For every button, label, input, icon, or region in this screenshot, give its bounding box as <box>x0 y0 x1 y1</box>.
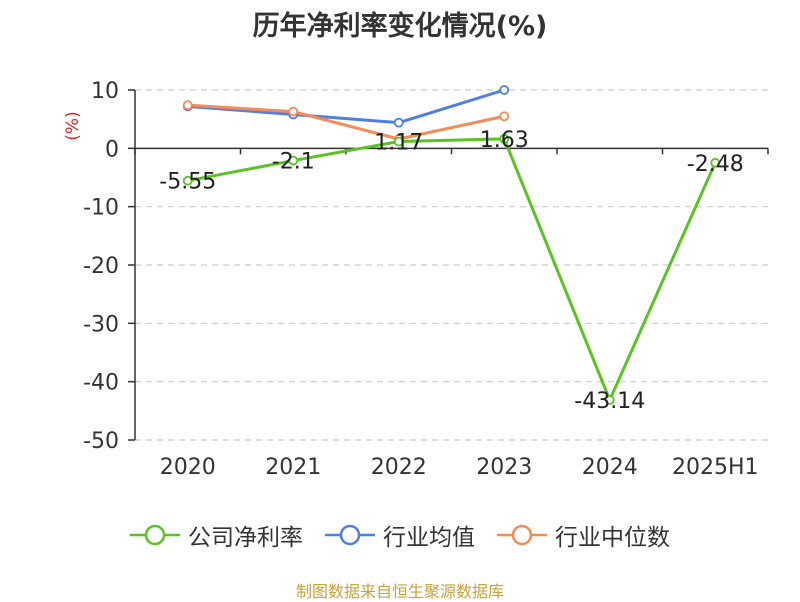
legend-label: 行业均值 <box>383 525 475 551</box>
x-tick-label: 2023 <box>476 455 532 480</box>
y-tick-label: -30 <box>83 312 119 337</box>
y-tick-label: -10 <box>83 196 119 221</box>
y-tick-label: -20 <box>83 254 119 279</box>
data-point <box>499 111 510 122</box>
data-point <box>499 133 510 144</box>
y-tick-label: 0 <box>105 137 119 162</box>
y-tick-label: -50 <box>83 429 119 454</box>
data-label: -2.1 <box>272 150 315 175</box>
series-line <box>187 137 717 402</box>
x-tick-label: 2020 <box>160 455 216 480</box>
y-tick-label: 10 <box>91 79 119 104</box>
data-point <box>182 175 193 186</box>
legend-marker-icon <box>497 524 547 546</box>
x-tick-label: 2022 <box>371 455 427 480</box>
data-point <box>393 136 404 147</box>
x-tick-label: 2025H1 <box>672 455 759 480</box>
data-label: 1.17 <box>374 131 423 156</box>
data-point <box>393 117 404 128</box>
data-point <box>288 155 299 166</box>
data-point <box>604 395 615 405</box>
legend-label: 行业中位数 <box>555 525 670 551</box>
legend-label: 公司净利率 <box>188 525 303 551</box>
data-point <box>182 100 193 111</box>
data-label: -2.48 <box>687 152 744 177</box>
data-point <box>288 106 299 117</box>
data-label: -43.14 <box>574 389 645 414</box>
legend-item[interactable]: 公司净利率 <box>130 518 303 552</box>
legend-item[interactable]: 行业均值 <box>325 518 475 552</box>
legend: 公司净利率 行业均值 行业中位数 <box>0 518 800 552</box>
legend-marker-icon <box>130 524 180 546</box>
data-point <box>710 157 721 168</box>
series-line <box>187 103 505 141</box>
x-tick-label: 2024 <box>582 455 638 480</box>
x-tick-label: 2021 <box>265 455 321 480</box>
series-line <box>187 88 505 125</box>
legend-marker-icon <box>325 524 375 546</box>
legend-item[interactable]: 行业中位数 <box>497 518 670 552</box>
y-axis-label: (%) <box>63 111 83 140</box>
source-note: 制图数据来自恒生聚源数据库 <box>295 582 504 601</box>
data-label: -5.55 <box>159 170 216 195</box>
chart-title: 历年净利率变化情况(%) <box>252 11 548 42</box>
y-tick-label: -40 <box>83 371 119 396</box>
data-point <box>499 85 510 95</box>
data-label: 1.63 <box>480 128 529 153</box>
